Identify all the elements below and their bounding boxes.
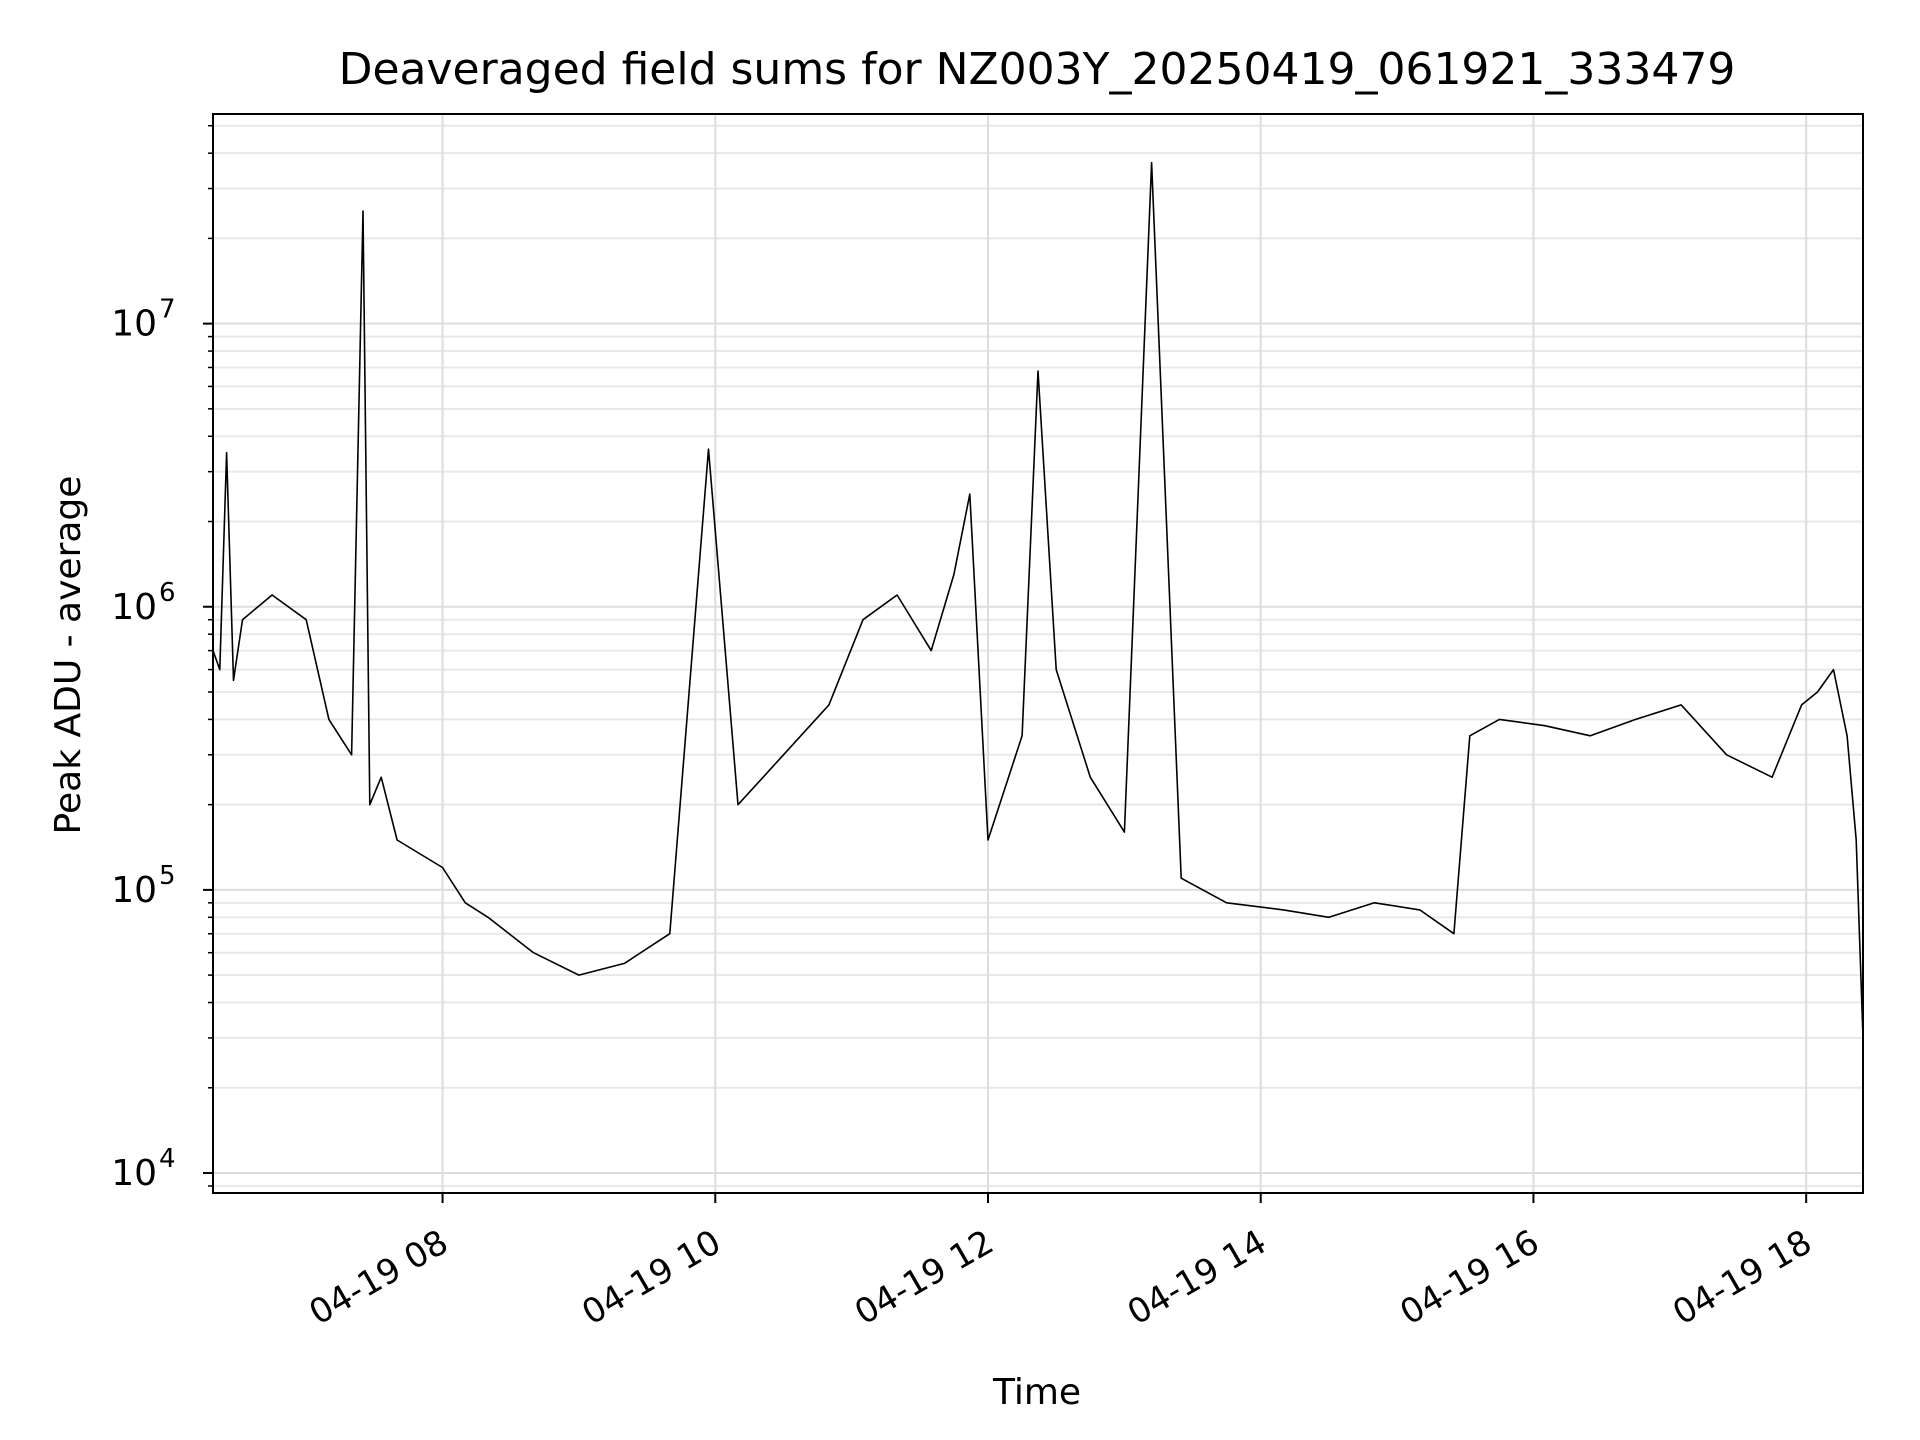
y-tick-label: 10 (111, 870, 157, 911)
y-tick-exponent: 6 (159, 578, 176, 608)
y-axis-label: Peak ADU - average (48, 476, 89, 835)
y-tick-exponent: 4 (159, 1144, 176, 1174)
y-tick-exponent: 5 (159, 861, 176, 891)
y-tick-label: 10 (111, 304, 157, 345)
chart-title: Deaveraged field sums for NZ003Y_2025041… (339, 44, 1736, 95)
y-tick-exponent: 7 (159, 295, 176, 325)
plot-frame (212, 113, 1864, 1194)
y-tick-label: 10 (111, 587, 157, 628)
series-line (212, 161, 1864, 1038)
y-tick-label: 10 (111, 1153, 157, 1194)
series-layer (212, 161, 1864, 1038)
x-axis-label: Time (992, 1372, 1081, 1413)
